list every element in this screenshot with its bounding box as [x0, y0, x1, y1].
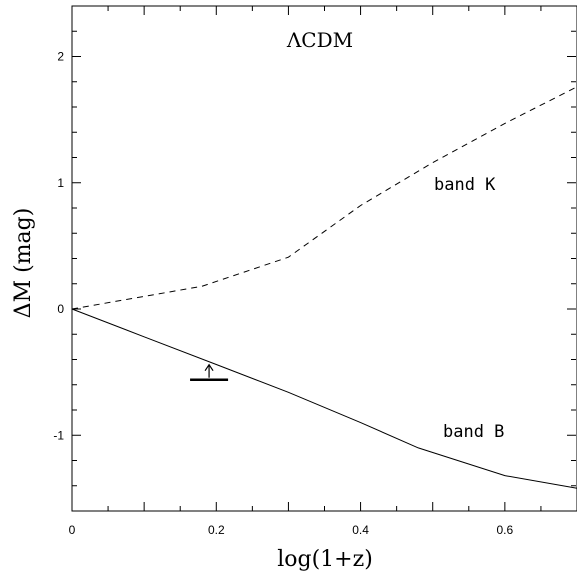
y-axis-title: ΔM (mag) — [11, 208, 36, 319]
y-tick-label: 2 — [57, 50, 64, 64]
series-line-band-k — [71, 86, 577, 310]
x-tick-label: 0 — [69, 523, 76, 537]
limit-arrow-head — [204, 363, 214, 372]
axis-ticks — [71, 5, 577, 512]
x-tick-label: 0.2 — [208, 523, 225, 537]
x-axis-title: log(1+z) — [277, 547, 373, 572]
x-tick-label: 0.4 — [352, 523, 369, 537]
chart-title: ΛCDM — [286, 28, 353, 52]
x-tick-label: 0.6 — [497, 523, 514, 537]
series-label-band-b: band B — [443, 422, 504, 442]
series-label-band-k: band K — [434, 175, 496, 195]
axis-tick-labels: 0 0.2 0.4 0.6 -1 0 1 2 — [53, 50, 513, 538]
series-line-band-b — [71, 308, 577, 489]
y-tick-label: 1 — [57, 176, 64, 190]
series-lines — [71, 86, 577, 489]
annotation-layer — [190, 363, 229, 381]
y-tick-label: 0 — [57, 302, 64, 316]
y-tick-label: -1 — [53, 428, 64, 442]
